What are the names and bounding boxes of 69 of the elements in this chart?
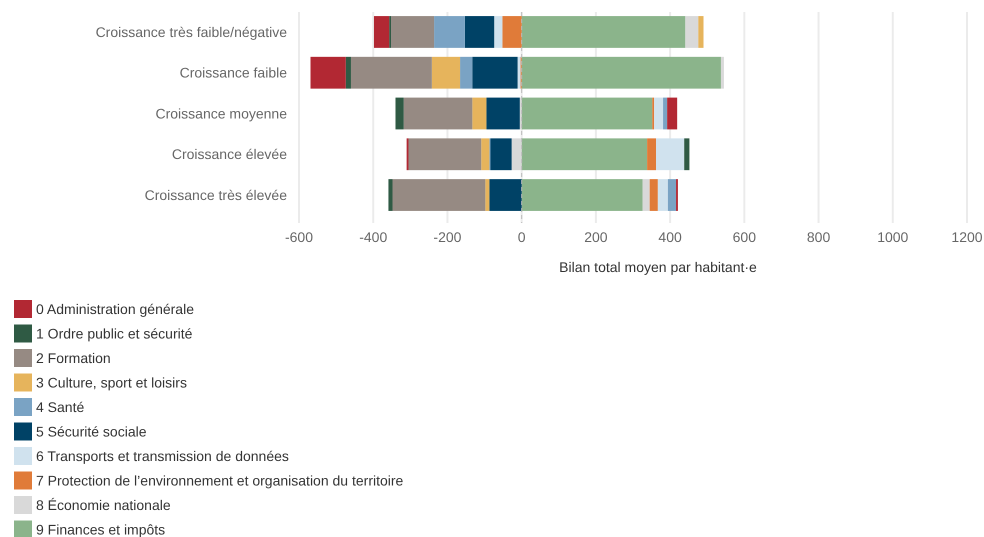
bar: [647, 138, 656, 170]
bar: [667, 98, 678, 130]
x-tick-label: 1000: [877, 229, 909, 245]
bar: [522, 138, 648, 170]
bar: [408, 138, 482, 170]
bar: [720, 56, 724, 89]
x-tick-label: -400: [359, 229, 388, 245]
bar: [522, 16, 686, 48]
legend-label: 4 Santé: [36, 398, 84, 415]
bar: [685, 16, 698, 48]
bar: [490, 138, 512, 170]
legend-label: 8 Économie nationale: [36, 496, 171, 513]
bar: [522, 56, 721, 89]
bar: [522, 98, 652, 130]
bar: [395, 98, 404, 130]
x-tick-label: 600: [732, 229, 756, 245]
bar: [460, 56, 472, 89]
bar: [374, 16, 390, 48]
x-axis-title: Bilan total moyen par habitant·e: [559, 259, 758, 275]
bar: [654, 98, 664, 130]
legend-label: 6 Transports et transmission de données: [36, 448, 289, 464]
bar: [486, 98, 520, 130]
bar: [512, 138, 522, 170]
bar: [485, 179, 490, 211]
bar: [346, 56, 351, 89]
bar: [489, 179, 522, 211]
y-tick-label: Croissance très élevée: [144, 186, 288, 203]
y-tick-label: Croissance élevée: [172, 146, 288, 162]
bar: [668, 179, 676, 211]
y-tick-label: Croissance faible: [180, 64, 288, 81]
bar: [464, 16, 494, 48]
legend-label: 1 Ordre public et sécurité: [36, 325, 193, 342]
x-tick-label: 1200: [951, 229, 983, 245]
x-tick-label: 0: [518, 229, 526, 245]
bar: [658, 179, 668, 211]
legend-label: 9 Finances et impôts: [36, 521, 166, 537]
bar: [518, 56, 521, 89]
bar: [432, 56, 460, 89]
bar: [663, 98, 668, 130]
bar: [350, 56, 432, 89]
legend-label: 5 Sécurité sociale: [36, 423, 147, 440]
bar: [494, 16, 502, 48]
bar: [481, 138, 490, 170]
bar: [698, 16, 704, 48]
bar: [404, 98, 472, 130]
bar: [642, 179, 650, 211]
legend-label: 0 Administration générale: [36, 300, 194, 317]
bar: [472, 98, 486, 130]
bar: [684, 138, 690, 170]
y-tick-label: Croissance moyenne: [155, 105, 288, 122]
x-tick-label: 800: [806, 229, 830, 245]
x-tick-label: 200: [584, 229, 608, 245]
legend-label: 2 Formation: [36, 350, 111, 366]
x-tick-label: -200: [433, 229, 462, 245]
bar: [310, 56, 346, 89]
bar: [391, 16, 434, 48]
y-tick-label: Croissance très faible/négative: [96, 24, 288, 40]
x-tick-label: -600: [284, 229, 314, 245]
bar: [650, 179, 658, 211]
bar: [392, 179, 486, 211]
bar: [434, 16, 465, 48]
legend-label: 3 Culture, sport et loisirs: [36, 374, 187, 390]
legend-label: 7 Protection de l’environnement et organisation du territoire: [36, 472, 404, 488]
x-tick-label: 400: [658, 229, 682, 245]
bar: [388, 179, 393, 211]
bar: [502, 16, 522, 48]
bar: [656, 138, 684, 170]
bar: [472, 56, 518, 89]
bar: [522, 179, 643, 211]
